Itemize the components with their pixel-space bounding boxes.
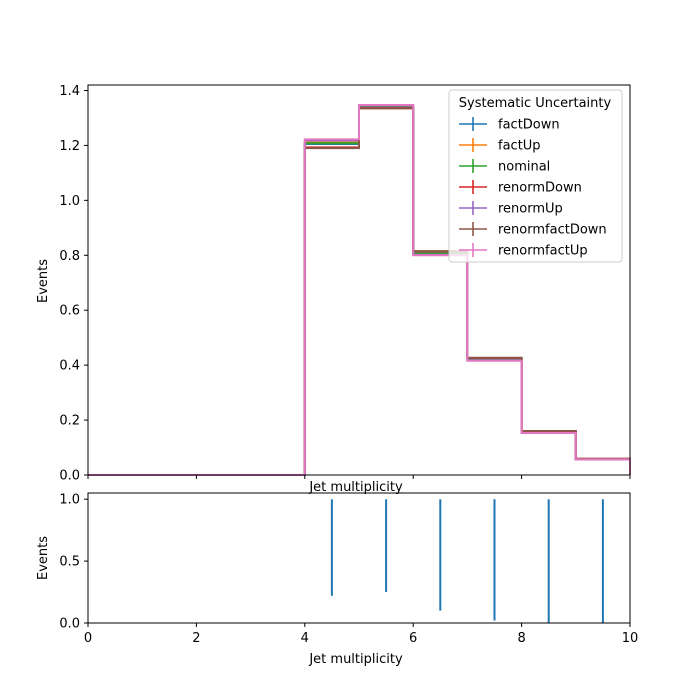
legend-box	[448, 89, 623, 263]
legend-entry-factUp: factUp	[459, 138, 541, 154]
bottom-x-tick-label: 2	[192, 631, 200, 646]
bottom-x-axis-label: Jet multiplicity	[308, 652, 403, 667]
legend-label: factDown	[498, 118, 560, 133]
legend-entry-renormUp: renormUp	[459, 201, 563, 217]
main-y-ticks: 0.0 0.2 0.4 0.6 0.8 1.0 1.2 1.4	[59, 84, 88, 484]
main-y-tick-label: 1.0	[59, 194, 80, 209]
bottom-x-ticks: 0 2 4 6 8 10	[84, 623, 638, 646]
legend: Systematic Uncertainty factDown factUp nom…	[448, 89, 623, 263]
legend-entry-renormfactUp: renormfactUp	[459, 243, 588, 259]
legend-entry-renormfactDown: renormfactDown	[459, 222, 607, 238]
legend-label: factUp	[498, 139, 541, 154]
main-y-tick-label: 0.0	[59, 469, 80, 484]
main-x-axis-label: Jet multiplicity	[308, 480, 403, 495]
legend-entry-factDown: factDown	[459, 117, 560, 133]
main-y-tick-label: 1.2	[59, 139, 80, 154]
bottom-x-tick-label: 10	[622, 631, 639, 646]
main-y-axis-label: Events	[36, 259, 51, 303]
legend-entry-nominal: nominal	[459, 159, 550, 175]
main-y-tick-label: 0.2	[59, 414, 80, 429]
legend-label: nominal	[498, 160, 550, 175]
bottom-x-tick-label: 4	[301, 631, 309, 646]
errorbar-group	[330, 499, 604, 623]
main-x-ticks	[87, 475, 631, 479]
legend-label: renormUp	[498, 202, 563, 217]
legend-label: renormfactDown	[498, 223, 607, 238]
bottom-x-tick-label: 8	[517, 631, 525, 646]
bottom-axes-frame	[87, 492, 631, 624]
bottom-y-axis-label: Events	[36, 536, 51, 580]
legend-entry-renormDown: renormDown	[459, 180, 582, 196]
bottom-x-tick-label: 6	[409, 631, 417, 646]
legend-items: factDown factUp nominal renormDown renormUp r…	[459, 117, 607, 259]
bottom-y-tick-label: 1.0	[59, 493, 80, 508]
main-y-tick-label: 1.4	[59, 84, 80, 99]
main-y-tick-label: 0.8	[59, 249, 80, 264]
main-histogram-panel: 0.0 0.2 0.4 0.6 0.8 1.0 1.2 1.4 Jet multiplicit…	[36, 84, 631, 495]
main-y-tick-label: 0.4	[59, 359, 80, 374]
bottom-errorbar-panel: 0 2 4 6 8 10 0.0 0.5 1.0 Jet multiplicity Event…	[36, 492, 638, 667]
bottom-y-tick-label: 0.5	[59, 555, 80, 570]
bottom-x-tick-label: 0	[84, 631, 92, 646]
bottom-y-tick-label: 0.0	[59, 617, 80, 632]
main-y-tick-label: 0.6	[59, 304, 80, 319]
bottom-y-ticks: 0.0 0.5 1.0	[59, 493, 88, 632]
legend-label: renormDown	[498, 181, 582, 196]
legend-title: Systematic Uncertainty	[459, 96, 612, 111]
legend-label: renormfactUp	[498, 244, 588, 259]
main-axes-frame	[87, 84, 631, 476]
